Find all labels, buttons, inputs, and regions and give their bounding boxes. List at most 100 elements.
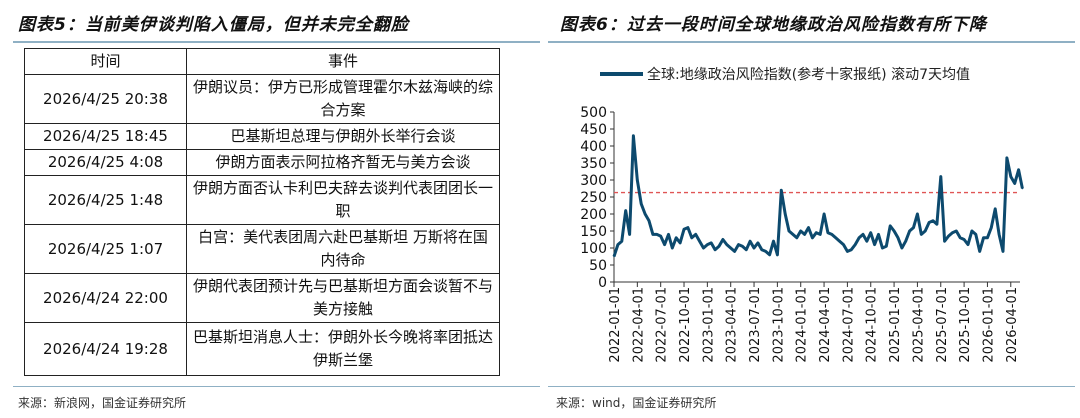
data-point	[858, 237, 860, 239]
data-point	[924, 230, 926, 232]
data-point	[640, 203, 643, 205]
data-point	[1009, 175, 1012, 178]
data-point	[982, 237, 985, 239]
data-point	[690, 237, 693, 239]
data-point	[722, 238, 724, 241]
data-point	[788, 230, 790, 232]
data-point	[1021, 187, 1024, 190]
data-point	[796, 237, 798, 239]
data-point	[904, 240, 907, 242]
x-tick-label: 2022-10-01	[678, 287, 693, 363]
data-point	[761, 248, 763, 251]
data-point	[947, 235, 950, 237]
x-tick-label: 2023-07-01	[748, 287, 763, 363]
y-tick-label: 100	[580, 241, 607, 257]
right-bottom-rule	[548, 386, 1075, 387]
data-point	[706, 243, 709, 246]
row-time: 2026/4/25 4:08	[24, 149, 187, 176]
data-point	[757, 242, 759, 244]
data-point	[831, 233, 833, 236]
x-tick-label: 2025-01-01	[888, 287, 903, 363]
data-point	[620, 240, 623, 242]
data-point	[951, 231, 954, 234]
data-point	[819, 233, 821, 236]
data-point	[990, 226, 993, 229]
table-row: 2026/4/25 20:38 伊朗议员：伊方已形成管理霍尔木兹海峡的综合方案	[24, 74, 500, 124]
table-row: 2026/4/25 18:45 巴基斯坦总理与伊朗外长举行会谈	[24, 123, 500, 150]
row-event: 白宫：美代表团周六赴巴基斯坦 万斯将在国内待命	[186, 224, 500, 274]
row-time: 2026/4/25 1:48	[24, 175, 187, 225]
table-row: 2026/4/25 1:07 白宫：美代表团周六赴巴基斯坦 万斯将在国内待命	[24, 224, 500, 274]
data-point	[1006, 157, 1008, 159]
data-point	[648, 220, 650, 222]
data-point	[873, 243, 876, 246]
data-point	[869, 231, 872, 234]
x-tick-label: 2022-01-01	[608, 287, 623, 363]
data-point	[737, 243, 740, 246]
x-tick-label: 2024-07-01	[841, 287, 856, 363]
left-title: 图表5：当前美伊谈判陷入僵局，但并未完全翻脸	[18, 15, 409, 35]
row-event: 伊朗方面否认卡利巴夫辞去谈判代表团团长一职	[186, 175, 500, 225]
data-point	[718, 245, 720, 248]
y-tick-label: 0	[598, 275, 607, 291]
data-point	[659, 235, 662, 237]
data-point	[784, 213, 786, 215]
data-point	[986, 237, 989, 239]
data-point	[963, 238, 965, 241]
data-point	[710, 242, 713, 244]
legend-label: 全球:地缘政治风险指数(参考十家报纸) 滚动7天均值	[647, 66, 970, 83]
table-row: 2026/4/24 22:00 伊朗代表团预计先与巴基斯坦方面会谈暂不与美方接触	[24, 273, 500, 323]
row-time: 2026/4/24 22:00	[24, 273, 187, 323]
row-event: 巴基斯坦消息人士：伊朗外长今晚将率团抵达伊斯兰堡	[186, 322, 500, 376]
x-tick-label: 2025-04-01	[911, 287, 926, 363]
data-point	[928, 221, 930, 224]
row-time: 2026/4/24 19:28	[24, 322, 187, 376]
data-point	[683, 228, 685, 231]
left-source: 来源：新浪网，国金证券研究所	[18, 396, 187, 410]
row-event: 伊朗议员：伊方已形成管理霍尔木兹海峡的综合方案	[186, 74, 500, 124]
x-tick-label: 2023-01-01	[701, 287, 716, 363]
data-point	[823, 213, 825, 215]
x-tick-label: 2023-10-01	[771, 287, 786, 363]
data-point	[687, 226, 689, 229]
data-point	[998, 233, 1000, 236]
data-point	[632, 135, 635, 137]
data-point	[866, 240, 868, 242]
data-point	[862, 233, 864, 236]
x-tick-label: 2026-01-01	[981, 287, 996, 363]
data-point	[1002, 250, 1004, 253]
data-point	[776, 254, 779, 256]
risk-index-chart: 全球:地缘政治风险指数(参考十家报纸) 滚动7天均值 05010015020025…	[580, 66, 1024, 363]
data-point	[679, 242, 681, 244]
data-point	[939, 175, 942, 178]
data-point	[729, 247, 732, 249]
data-point	[877, 233, 880, 236]
data-point	[811, 237, 814, 239]
x-tick-label: 2025-07-01	[935, 287, 950, 363]
data-point	[842, 243, 845, 246]
y-tick-label: 150	[580, 224, 607, 240]
data-point	[850, 248, 853, 251]
x-tick-label: 2023-04-01	[725, 287, 740, 363]
data-point	[745, 248, 748, 251]
data-point	[936, 223, 938, 225]
data-point	[644, 213, 646, 215]
data-point	[698, 240, 701, 242]
row-event: 伊朗代表团预计先与巴基斯坦方面会谈暂不与美方接触	[186, 273, 500, 323]
x-tick-label: 2024-01-01	[795, 287, 810, 363]
table-row: 2026/4/24 19:28 巴基斯坦消息人士：伊朗外长今晚将率团抵达伊斯兰堡	[24, 322, 500, 376]
data-point	[663, 243, 666, 246]
data-point	[1017, 169, 1020, 171]
data-point	[803, 233, 806, 236]
data-point	[908, 230, 911, 232]
data-point	[885, 245, 888, 248]
data-point	[772, 240, 775, 242]
header-time: 时间	[24, 48, 187, 75]
y-tick-label: 250	[580, 190, 607, 206]
data-point	[726, 243, 728, 246]
data-point	[652, 233, 654, 236]
data-point	[753, 247, 755, 249]
y-tick-label: 50	[589, 258, 607, 274]
row-time: 2026/4/25 20:38	[24, 74, 187, 124]
header-event: 事件	[186, 48, 500, 75]
